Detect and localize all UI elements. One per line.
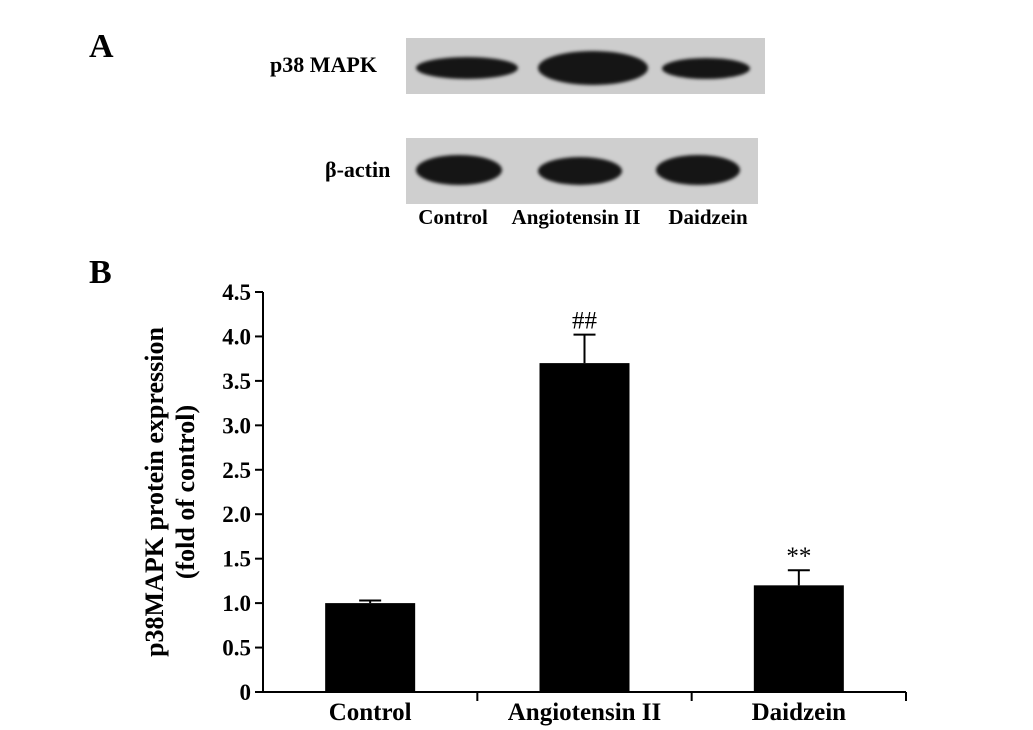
western-blot-strip-actin	[406, 138, 758, 204]
panel-b-label: B	[89, 254, 112, 291]
y-tick-label: 3.5	[222, 369, 251, 394]
x-category-label-2: Daidzein	[752, 699, 847, 726]
blot-row-label-actin: β-actin	[325, 157, 391, 182]
significance-label-1: ##	[572, 308, 598, 335]
y-tick-label: 2.0	[222, 502, 251, 527]
blot-band-actin-angiotensin	[538, 157, 622, 185]
y-tick-label: 1.5	[222, 547, 251, 572]
bar-0	[325, 603, 416, 692]
blot-band-p38-angiotensin	[538, 51, 648, 85]
y-tick-label: 4.5	[222, 280, 251, 305]
panel-a-label: A	[89, 28, 114, 65]
significance-label-2: **	[786, 543, 811, 570]
y-tick-label: 3.0	[222, 413, 251, 438]
x-category-label-0: Control	[329, 699, 412, 726]
y-axis-label-line1: p38MAPK protein expression	[140, 327, 169, 657]
western-blot-strip-p38	[406, 38, 765, 94]
blot-row-label-p38: p38 MAPK	[270, 52, 377, 77]
blot-band-actin-daidzein	[656, 155, 740, 185]
blot-band-p38-daidzein	[662, 58, 750, 79]
x-category-label-1: Angiotensin II	[508, 699, 662, 726]
y-tick-label: 0.5	[222, 636, 251, 661]
blot-band-p38-control	[416, 57, 518, 79]
blot-band-actin-control	[416, 155, 502, 185]
blot-lane-label-angiotensin: Angiotensin II	[511, 205, 641, 229]
blot-lane-label-daidzein: Daidzein	[668, 205, 748, 229]
y-axis-label-line2: (fold of control)	[171, 405, 200, 579]
bar-1	[539, 363, 630, 692]
y-tick-label: 0	[240, 680, 252, 705]
bar-2	[753, 585, 844, 692]
blot-lane-label-control: Control	[418, 205, 488, 229]
y-tick-label: 1.0	[222, 591, 251, 616]
y-tick-label: 2.5	[222, 458, 251, 483]
y-tick-label: 4.0	[222, 324, 251, 349]
